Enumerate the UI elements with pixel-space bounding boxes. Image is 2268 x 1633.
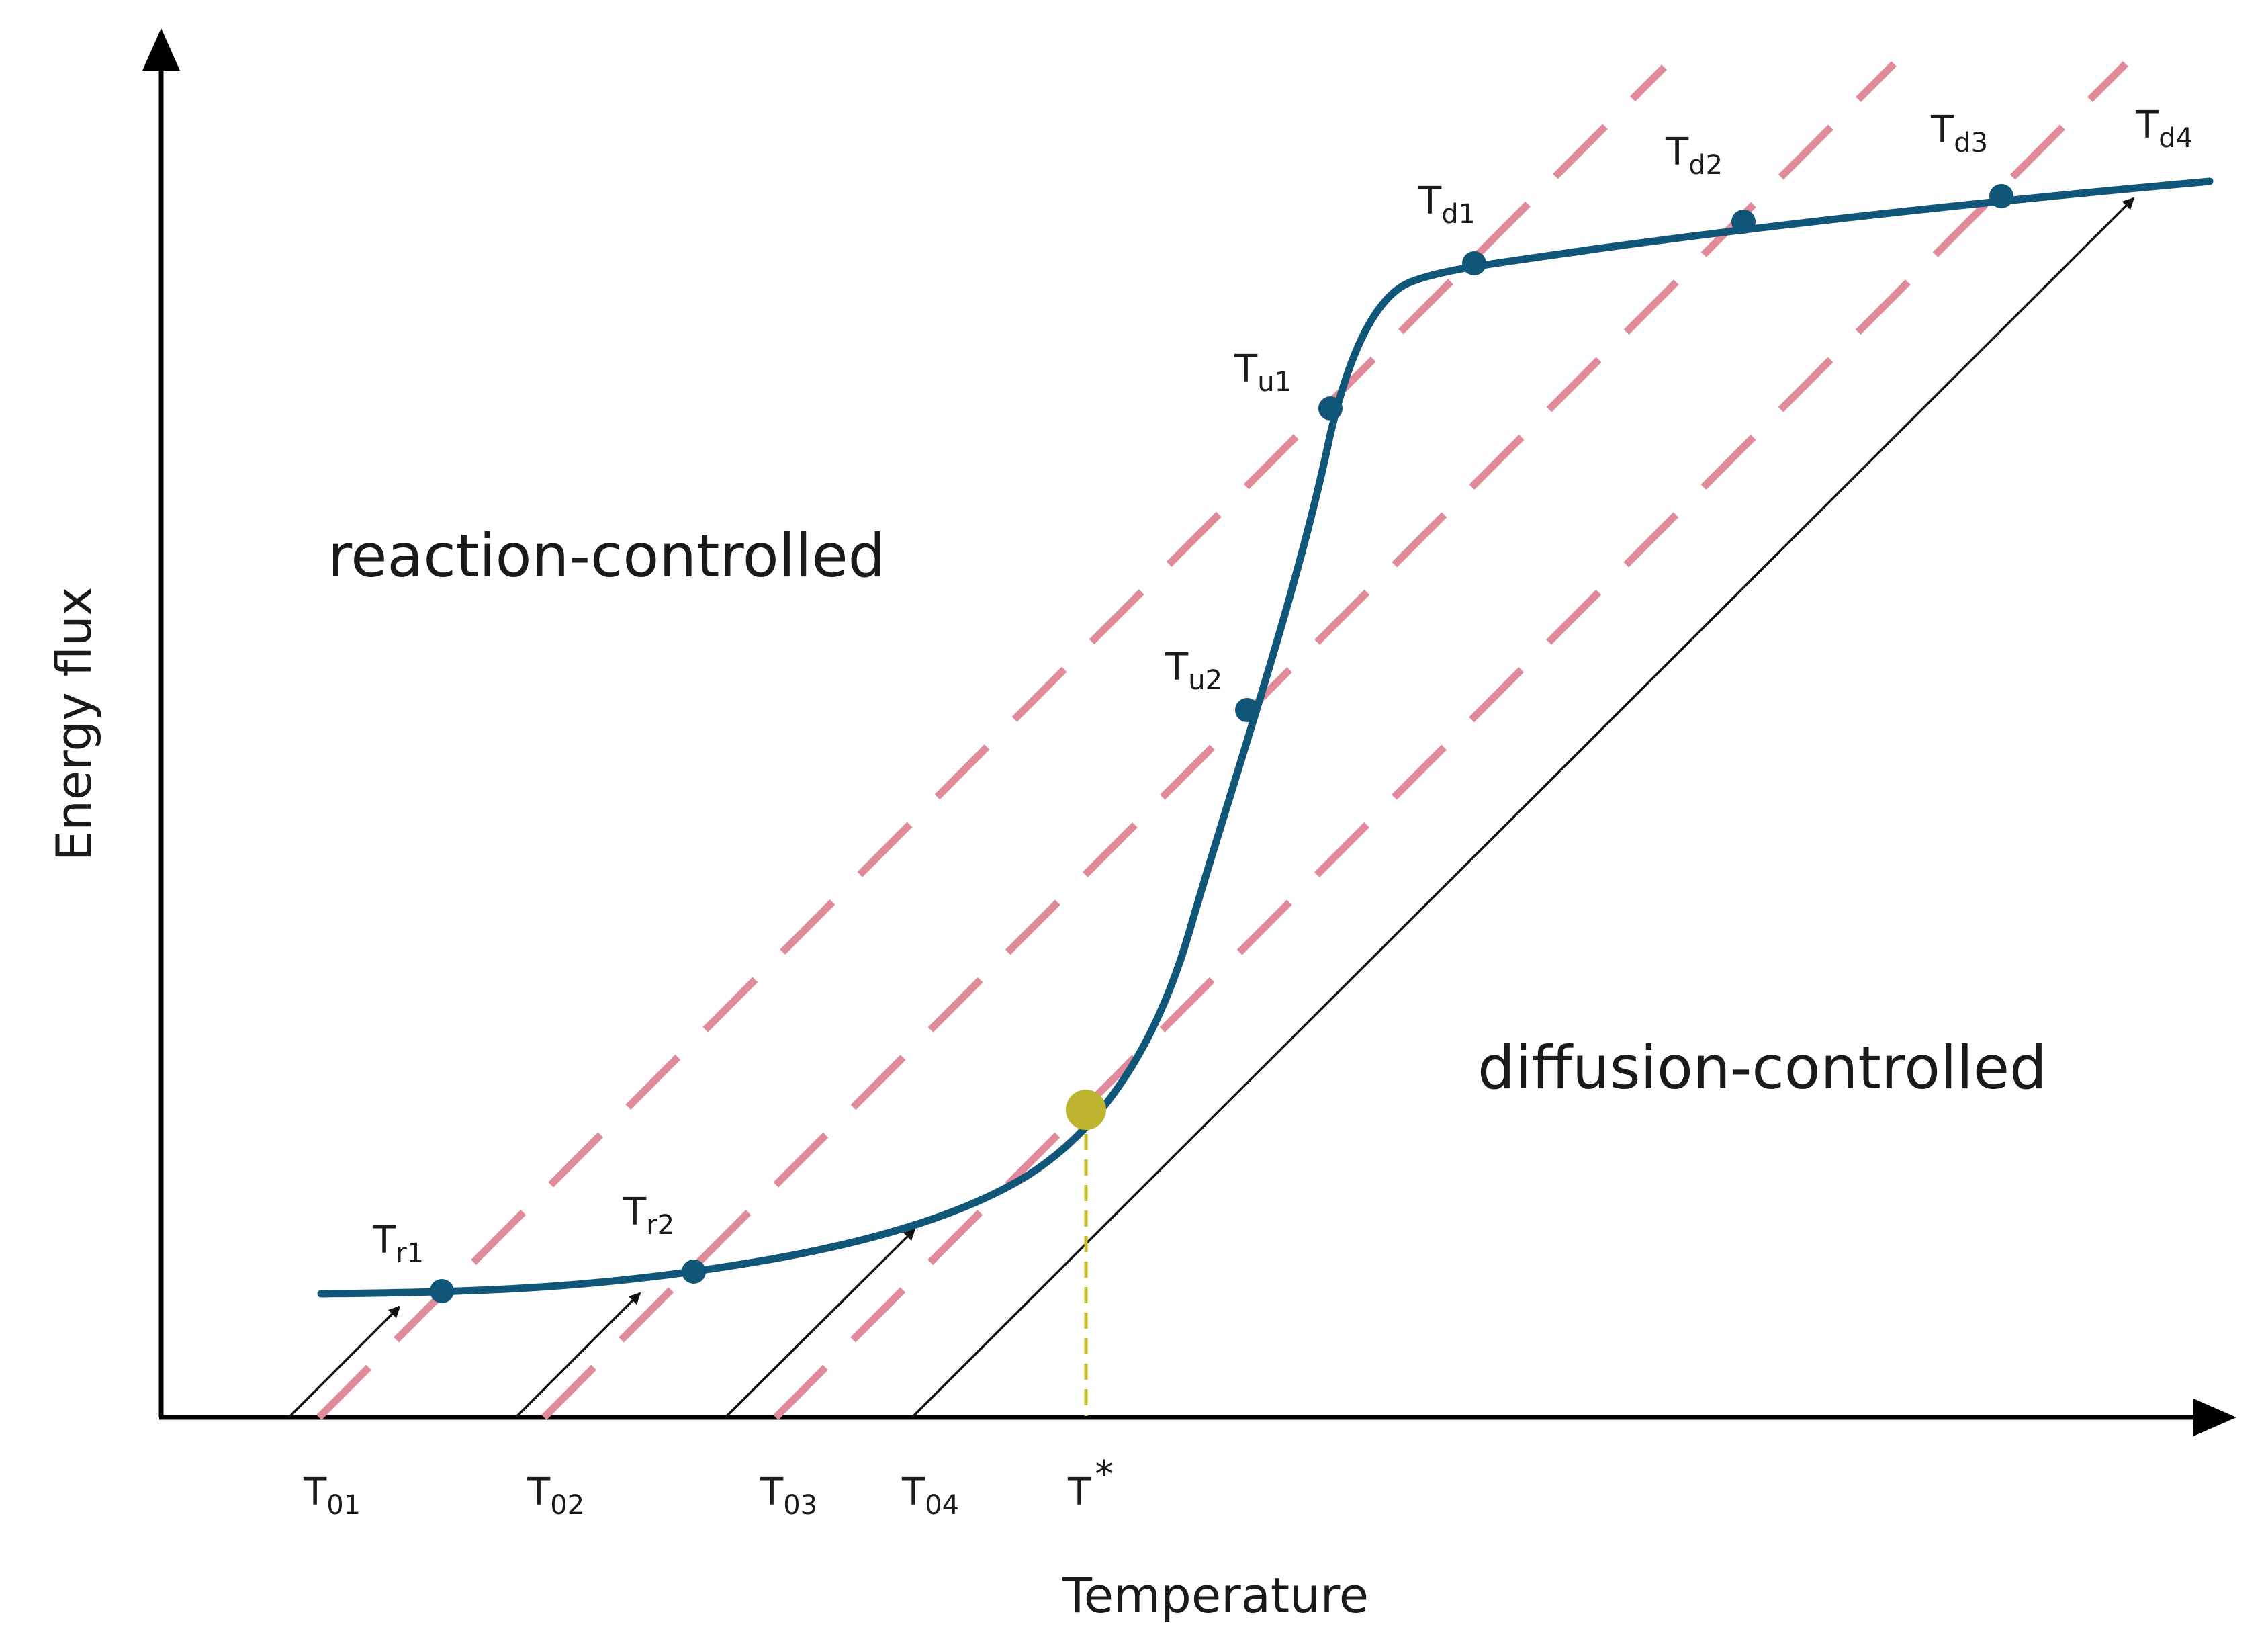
arrow-t03 <box>724 1228 916 1419</box>
point-td2 <box>1731 210 1756 234</box>
label-t03: T03 <box>760 1470 817 1521</box>
label-t04: T04 <box>901 1470 959 1521</box>
x-axis-title: Temperature <box>1062 1567 1369 1624</box>
label-tu2: Tu2 <box>1165 646 1222 696</box>
point-tu1 <box>1318 396 1343 421</box>
heat-removal-line-3 <box>773 61 2128 1420</box>
region-reaction-controlled: reaction-controlled <box>328 521 886 590</box>
axes <box>142 28 2236 1436</box>
point-tu2 <box>1235 698 1259 722</box>
point-tr1 <box>430 1279 454 1303</box>
arrow-t04 <box>911 197 2135 1419</box>
heat-removal-line-2 <box>541 61 1897 1420</box>
x-axis-arrowhead <box>2193 1399 2236 1436</box>
y-axis-title: Energy flux <box>46 587 102 862</box>
heat-generation-curve <box>317 177 2214 1298</box>
point-td3 <box>1989 184 2013 208</box>
label-t-star: T * <box>1067 1453 1114 1514</box>
arrow-t01 <box>287 1305 401 1419</box>
ambient-arrows <box>287 197 2135 1419</box>
label-t02: T02 <box>527 1470 584 1521</box>
heat-removal-line-1 <box>316 64 1667 1420</box>
label-tu1: Tu1 <box>1234 347 1291 398</box>
label-tr1: Tr1 <box>372 1219 424 1269</box>
heat-removal-lines <box>316 61 2128 1420</box>
point-tr2 <box>682 1260 706 1284</box>
label-td2: Td2 <box>1665 130 1723 181</box>
arrow-t02 <box>514 1292 641 1419</box>
curve-markers <box>430 184 2013 1303</box>
label-t01: T01 <box>303 1470 361 1521</box>
label-td1: Td1 <box>1418 179 1476 230</box>
label-td4: Td4 <box>2135 103 2193 154</box>
region-diffusion-controlled: diffusion-controlled <box>1478 1033 2047 1102</box>
point-td1 <box>1462 251 1486 275</box>
label-tr2: Tr2 <box>623 1190 674 1241</box>
critical-point <box>1066 1090 1106 1130</box>
y-axis-arrowhead <box>142 28 180 71</box>
label-td3: Td3 <box>1930 108 1988 159</box>
